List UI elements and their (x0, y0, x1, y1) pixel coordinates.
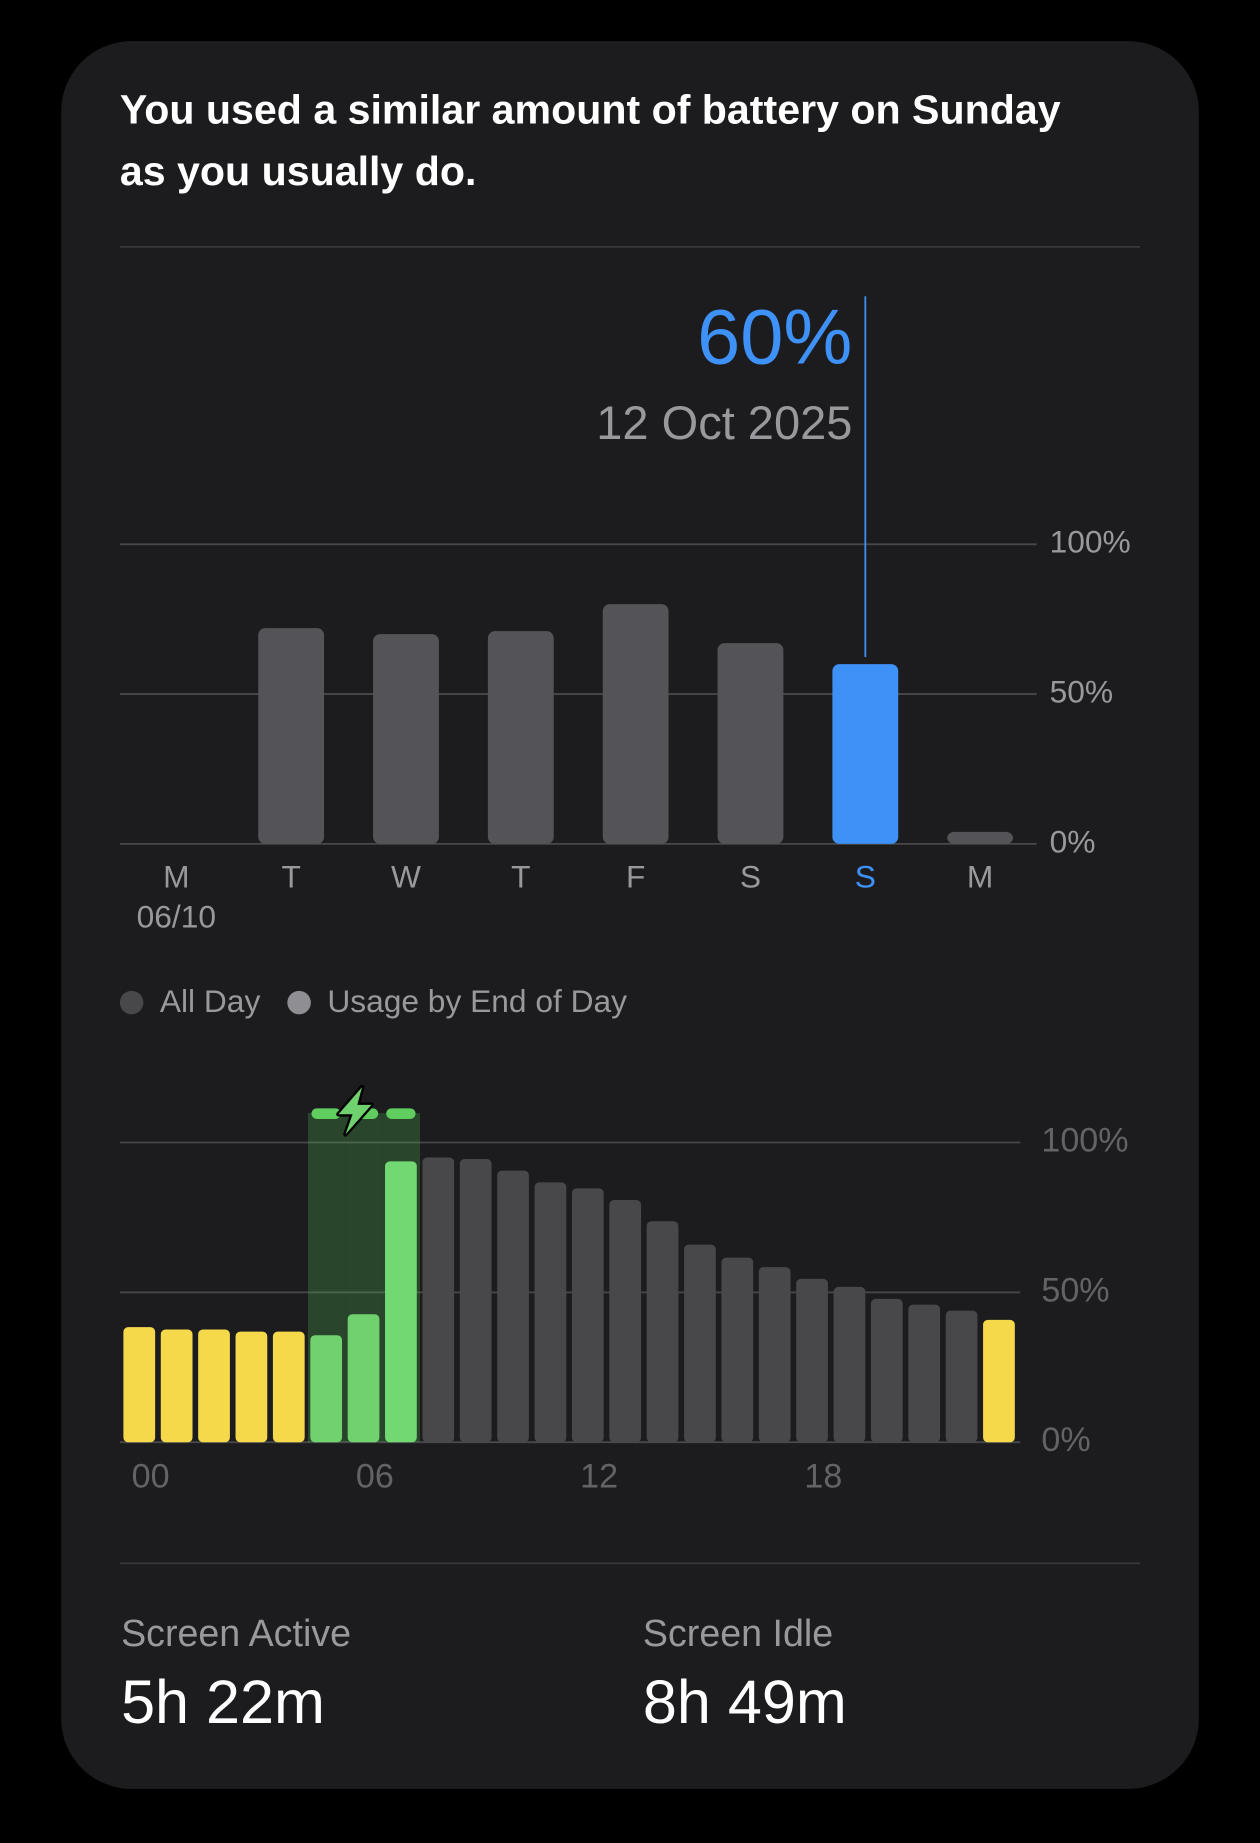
bar (833, 1286, 866, 1443)
x-tick-label: M (967, 859, 993, 895)
summary-line: You used a similar amount of battery on … (120, 87, 1061, 133)
stat-value: 5h 22m (121, 1668, 325, 1736)
bar (721, 1257, 754, 1443)
card (61, 41, 1199, 1789)
bar (945, 1310, 978, 1443)
charts: 0% 50% 100% M 06/10 T W T F S S 60% 12 Oct 2025 M All … (119, 295, 1131, 1496)
bar (160, 1329, 193, 1443)
bar (908, 1304, 941, 1443)
bar (983, 1319, 1015, 1443)
bar (272, 1331, 305, 1443)
charging-cap (386, 1108, 416, 1119)
x-tick-label: W (391, 859, 421, 895)
bar (602, 604, 669, 844)
bar (373, 634, 439, 844)
bar (385, 1161, 417, 1443)
bar (758, 1267, 791, 1443)
y-tick-label: 0% (1041, 1421, 1090, 1459)
x-tick-label: F (626, 859, 645, 895)
bar (571, 1188, 604, 1443)
bar (459, 1158, 492, 1443)
x-tick-label: 12 (580, 1458, 618, 1496)
bar (534, 1182, 567, 1443)
y-tick-label: 50% (1041, 1271, 1109, 1309)
bar (609, 1200, 642, 1443)
bar (310, 1335, 343, 1443)
bar (258, 628, 325, 844)
x-tick-label: 18 (804, 1458, 842, 1496)
x-tick-label: T (511, 859, 530, 895)
summary-line: as you usually do. (120, 148, 477, 194)
bar (422, 1157, 455, 1443)
bar (832, 664, 899, 844)
x-tick-label: M (163, 859, 189, 895)
bar (487, 631, 554, 844)
legend-dot (119, 990, 144, 1015)
y-tick-label: 100% (1050, 524, 1131, 560)
charging-cap (311, 1108, 341, 1119)
bar (235, 1331, 268, 1443)
x-tick-label: 06 (356, 1458, 394, 1496)
x-tick-label: T (281, 859, 300, 895)
selected-date: 12 Oct 2025 (596, 396, 852, 449)
value-label: 60% (697, 295, 852, 381)
bar (497, 1170, 529, 1443)
y-tick-label: 100% (1041, 1121, 1128, 1159)
x-tick-label: S (855, 859, 876, 895)
y-tick-label: 0% (1050, 823, 1096, 859)
x-tick-label: 00 (132, 1458, 170, 1496)
legend-label: All Day (160, 983, 261, 1019)
legend-label: Usage by End of Day (327, 983, 627, 1019)
bar (347, 1314, 380, 1443)
stat-label: Screen Active (121, 1612, 351, 1654)
bar (123, 1327, 156, 1443)
bar (717, 643, 784, 844)
bar (198, 1329, 230, 1443)
stat-value: 8h 49m (643, 1668, 847, 1736)
legend-dot (287, 990, 311, 1015)
stat-label: Screen Idle (643, 1612, 833, 1654)
bar (646, 1221, 679, 1443)
y-tick-label: 50% (1050, 673, 1113, 709)
bar (684, 1244, 716, 1443)
bar (947, 831, 1014, 844)
x-tick-label: S (740, 859, 761, 895)
charging-icon (336, 1084, 374, 1137)
bar (796, 1278, 828, 1443)
x-tick-sublabel: 06/10 (137, 899, 216, 935)
bar (870, 1298, 903, 1443)
